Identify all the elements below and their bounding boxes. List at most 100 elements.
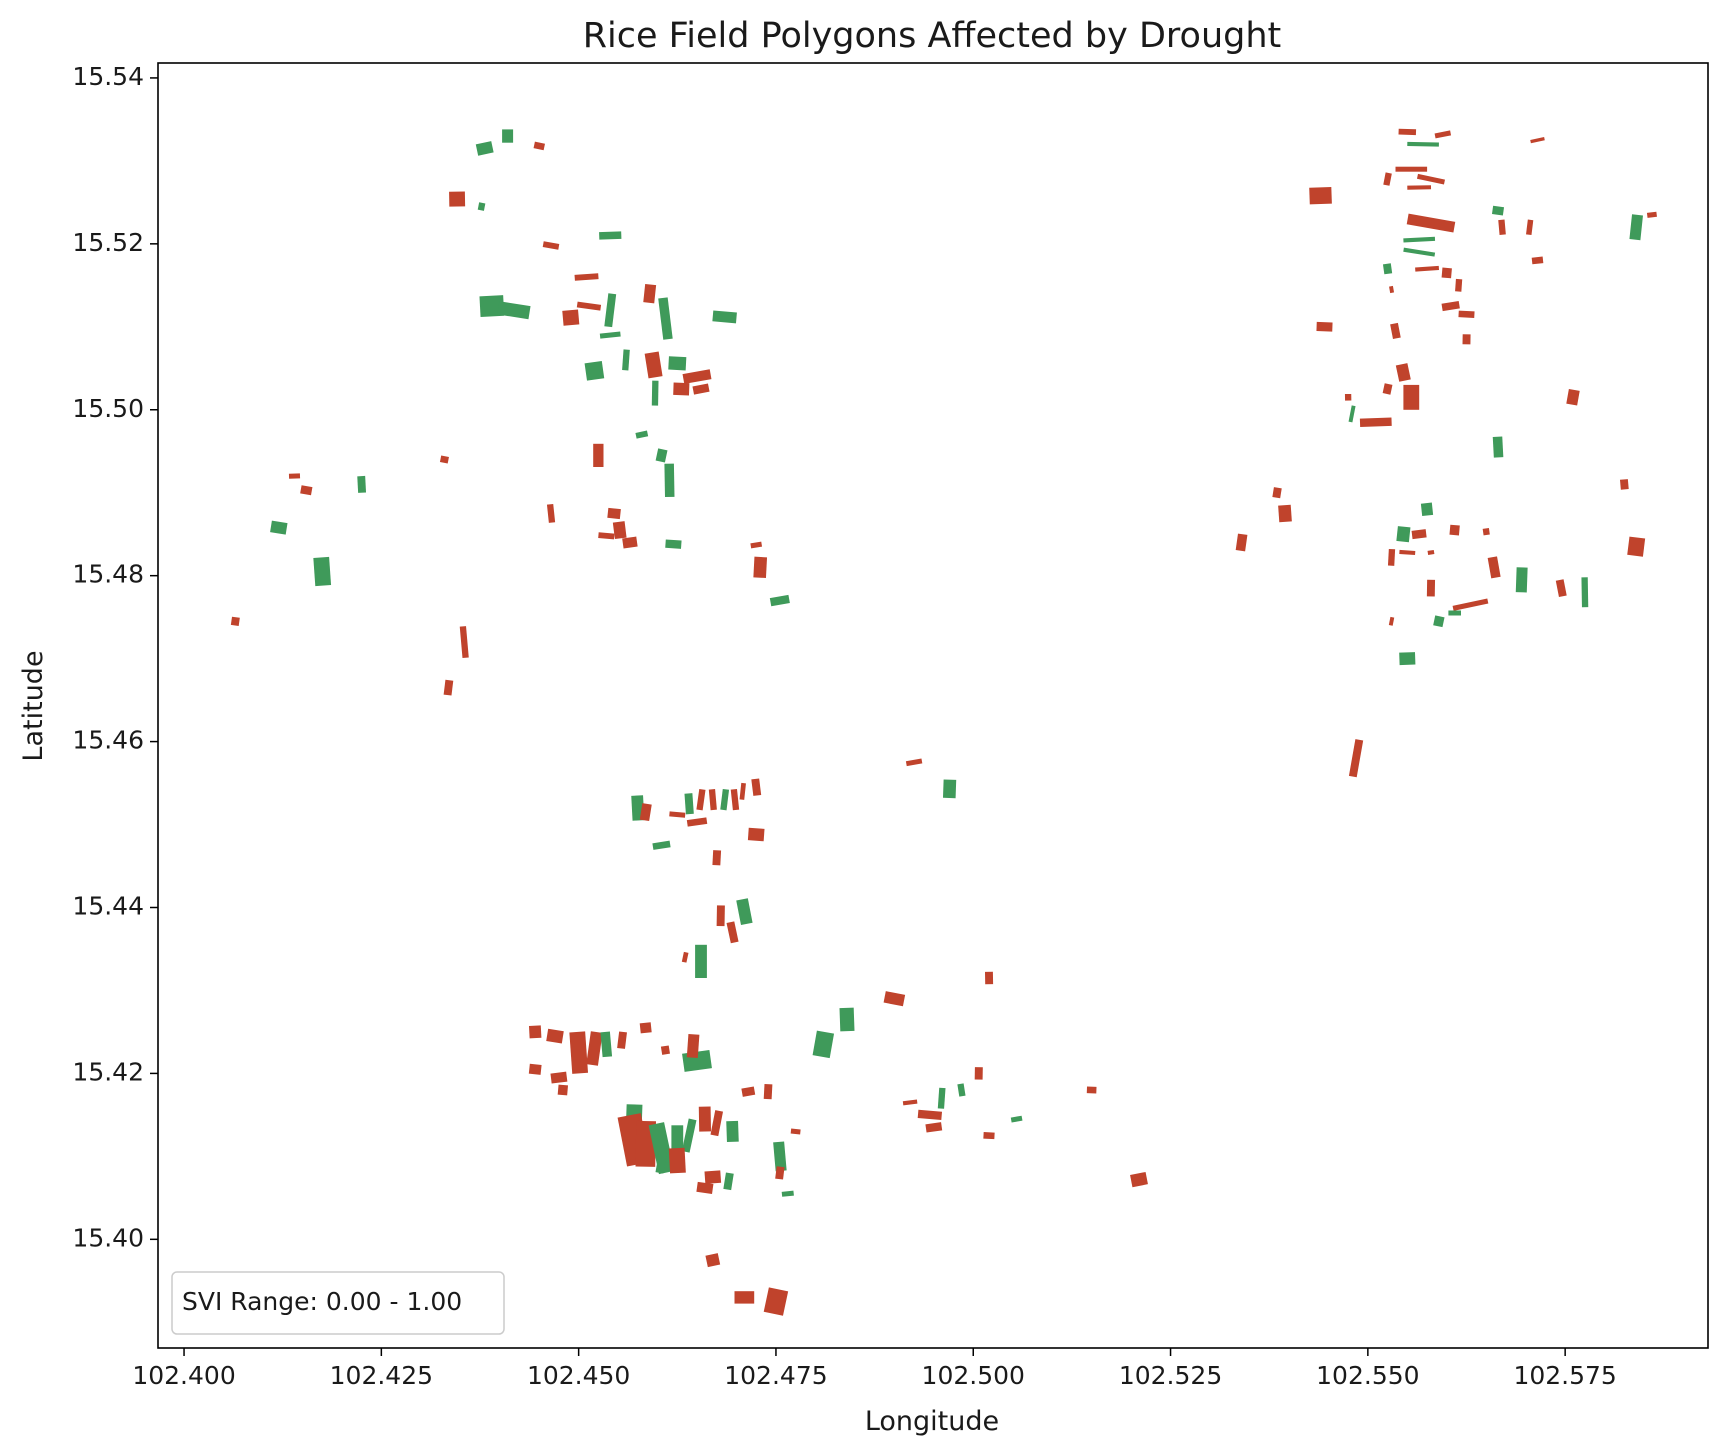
field-polygon-unaffected	[1403, 236, 1436, 243]
field-polygon-affected	[1086, 1086, 1097, 1094]
field-polygon-affected	[1531, 256, 1544, 265]
field-polygon-affected	[1498, 219, 1506, 235]
field-polygon-affected	[1406, 213, 1456, 233]
field-polygon-affected	[696, 1181, 714, 1194]
field-polygon-affected	[902, 1099, 918, 1106]
x-tick-label: 102.450	[527, 1361, 630, 1390]
field-polygon-unaffected	[655, 448, 668, 463]
field-polygon-affected	[974, 1067, 983, 1080]
field-polygon-unaffected	[1448, 610, 1461, 616]
field-polygon-affected	[1482, 527, 1490, 536]
field-polygon-affected	[705, 1253, 721, 1268]
field-polygon-unaffected	[1515, 567, 1528, 593]
field-polygon-affected	[612, 521, 627, 540]
field-polygon-affected	[576, 301, 602, 311]
field-polygon-affected	[1434, 130, 1452, 139]
field-polygon-affected	[459, 626, 469, 659]
field-polygon-unaffected	[942, 779, 957, 799]
field-polygon-unaffected	[599, 331, 621, 339]
field-polygon-unaffected	[1629, 214, 1643, 241]
field-polygon-affected	[1530, 137, 1545, 144]
field-polygon-affected	[550, 1071, 568, 1084]
field-polygon-affected	[1309, 187, 1332, 205]
field-polygon-affected	[734, 1291, 755, 1304]
field-polygon-unaffected	[1348, 405, 1356, 423]
field-polygon-unaffected	[1492, 436, 1504, 458]
field-polygon-affected	[528, 1025, 542, 1039]
field-polygon-affected	[617, 1031, 627, 1049]
y-tick-label: 15.50	[72, 394, 144, 423]
field-polygon-affected	[1619, 479, 1629, 490]
field-polygon-affected	[698, 1106, 712, 1132]
field-polygon-affected	[747, 827, 765, 842]
field-polygon-unaffected	[1403, 247, 1436, 257]
field-polygon-affected	[712, 850, 722, 866]
field-polygon-affected	[681, 951, 689, 963]
field-polygon-unaffected	[502, 129, 514, 143]
fields-layer	[230, 128, 1657, 1316]
field-polygon-affected	[1387, 548, 1396, 566]
field-polygon-affected	[607, 507, 621, 520]
field-polygon-unaffected	[604, 293, 617, 328]
chart-title: Rice Field Polygons Affected by Drought	[583, 16, 1282, 56]
field-polygon-affected	[439, 455, 449, 464]
field-polygon-unaffected	[477, 202, 486, 211]
field-polygon-affected	[1441, 300, 1460, 312]
x-tick-label: 102.425	[330, 1361, 433, 1390]
field-polygon-affected	[1388, 616, 1395, 626]
field-polygon-unaffected	[497, 301, 531, 320]
field-polygon-unaffected	[723, 1172, 734, 1191]
field-polygon-affected	[1458, 310, 1475, 319]
field-polygon-affected	[708, 789, 717, 811]
plot-area-frame	[157, 62, 1709, 1349]
field-polygon-unaffected	[1396, 526, 1411, 543]
field-polygon-affected	[710, 1110, 724, 1137]
field-polygon-affected	[750, 541, 763, 549]
field-polygon-affected	[686, 1034, 700, 1058]
field-polygon-unaffected	[1399, 652, 1416, 666]
x-tick-label: 102.550	[1316, 1361, 1419, 1390]
field-polygon-affected	[763, 1287, 789, 1316]
field-polygon-affected	[586, 1031, 603, 1066]
field-polygon-affected	[1627, 536, 1646, 557]
x-axis-ticks: 102.400 102.425 102.450 102.475 102.500 102.5…	[132, 1348, 1617, 1390]
legend: SVI Range: 0.00 - 1.00	[171, 1271, 505, 1335]
field-polygon-unaffected	[1433, 615, 1445, 628]
field-polygon-affected	[288, 473, 301, 479]
field-polygon-affected	[1411, 529, 1427, 540]
field-polygon-unaffected	[652, 840, 671, 850]
field-polygon-affected	[533, 141, 545, 151]
field-polygon-affected	[1382, 383, 1393, 395]
field-polygon-affected	[598, 532, 615, 540]
y-axis-label: Latitude	[18, 650, 49, 761]
field-polygon-affected	[1426, 579, 1436, 597]
field-polygon-affected	[230, 616, 240, 627]
field-polygon-unaffected	[1382, 263, 1393, 275]
y-tick-label: 15.52	[72, 228, 144, 257]
field-polygon-affected	[716, 905, 725, 927]
field-polygon-affected	[673, 382, 690, 396]
field-polygon-affected	[1235, 533, 1248, 552]
field-polygon-affected	[1403, 384, 1420, 410]
field-polygon-affected	[528, 1063, 542, 1075]
field-polygon-affected	[682, 369, 712, 384]
field-polygon-affected	[686, 817, 708, 827]
field-polygon-unaffected	[839, 1007, 855, 1032]
field-polygon-affected	[984, 971, 994, 985]
x-tick-label: 102.475	[724, 1361, 827, 1390]
field-polygon-affected	[1278, 504, 1292, 523]
field-polygon-affected	[1415, 265, 1440, 272]
field-polygon-affected	[1407, 185, 1432, 190]
field-polygon-unaffected	[957, 1083, 966, 1097]
field-polygon-affected	[668, 1147, 686, 1174]
field-polygon-affected	[1399, 549, 1416, 556]
field-polygon-unaffected	[1491, 205, 1505, 216]
field-polygon-affected	[546, 504, 556, 523]
field-polygon-unaffected	[635, 430, 649, 439]
field-polygon-unaffected	[695, 944, 707, 978]
legend-text: SVI Range: 0.00 - 1.00	[182, 1287, 462, 1316]
field-polygon-unaffected	[812, 1030, 835, 1059]
field-polygon-affected	[1416, 173, 1445, 185]
field-polygon-affected	[1395, 166, 1428, 172]
